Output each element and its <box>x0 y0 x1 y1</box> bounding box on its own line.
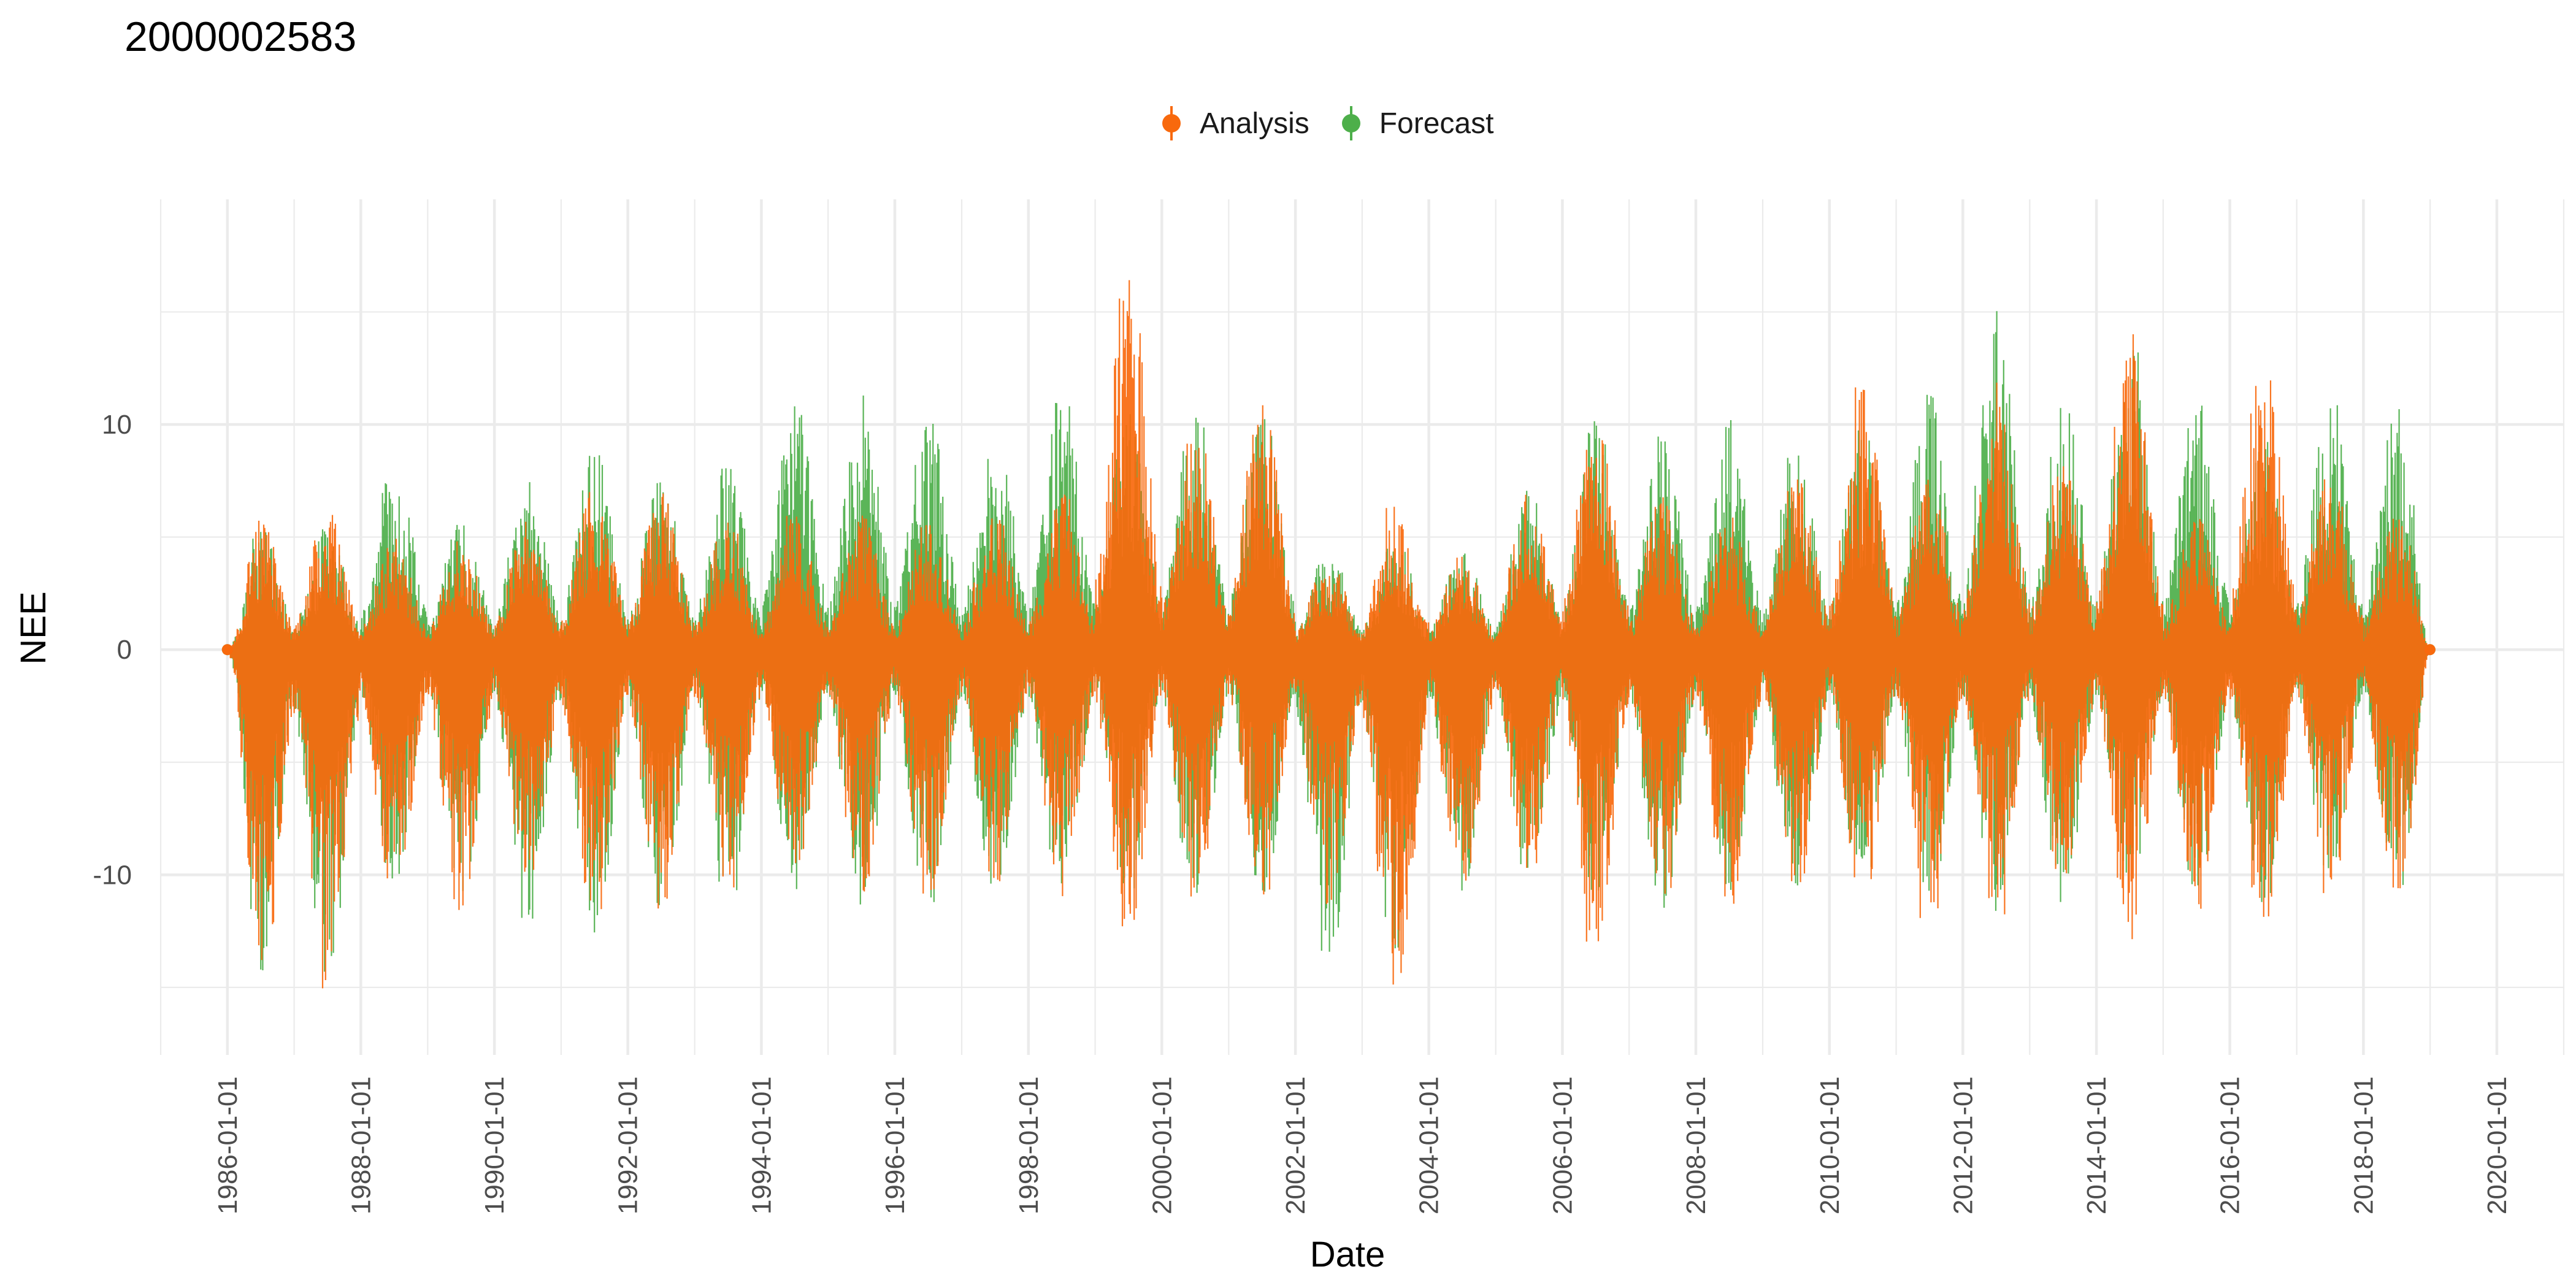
x-tick-label: 2012-01-01 <box>1948 1076 1978 1214</box>
legend-forecast-dot <box>1341 114 1360 132</box>
y-axis-title: NEE <box>13 591 53 664</box>
legend-item-forecast: Forecast <box>1339 101 1494 145</box>
x-tick-label: 1990-01-01 <box>480 1076 510 1214</box>
x-tick-label: 1992-01-01 <box>613 1076 643 1214</box>
y-tick-label: 0 <box>117 635 132 665</box>
x-tick-label: 2000-01-01 <box>1147 1076 1177 1214</box>
y-tick-label: 10 <box>102 410 132 440</box>
x-tick-label: 1988-01-01 <box>346 1076 376 1214</box>
x-tick-label: 1994-01-01 <box>746 1076 776 1214</box>
x-tick-label: 2002-01-01 <box>1281 1076 1311 1214</box>
x-tick-label: 2018-01-01 <box>2348 1076 2379 1214</box>
y-axis-ticks: -10 0 10 <box>93 410 132 890</box>
legend-key-analysis-icon <box>1159 101 1184 145</box>
x-tick-label: 2020-01-01 <box>2482 1076 2512 1214</box>
chart-title: 2000002583 <box>125 13 357 60</box>
series-analysis <box>221 280 2436 989</box>
legend-label-analysis: Analysis <box>1200 107 1309 140</box>
legend-item-analysis: Analysis <box>1159 101 1309 145</box>
x-tick-label: 2004-01-01 <box>1414 1076 1444 1214</box>
x-tick-label: 2010-01-01 <box>1815 1076 1845 1214</box>
x-tick-label: 2016-01-01 <box>2215 1076 2245 1214</box>
x-tick-label: 2014-01-01 <box>2082 1076 2112 1214</box>
x-tick-label: 1986-01-01 <box>213 1076 243 1214</box>
x-axis-title: Date <box>1310 1235 1386 1275</box>
x-tick-label: 1998-01-01 <box>1014 1076 1044 1214</box>
series-analysis-end-point <box>2424 644 2436 656</box>
legend-label-forecast: Forecast <box>1379 107 1494 140</box>
series-analysis-range <box>228 280 2431 989</box>
y-tick-label: -10 <box>93 860 132 890</box>
legend-key-forecast-icon <box>1339 101 1363 145</box>
series-analysis-start-point <box>221 644 233 656</box>
x-tick-label: 2006-01-01 <box>1547 1076 1577 1214</box>
x-axis-ticks: 1986-01-01 1988-01-01 1990-01-01 1992-01-01… <box>213 1076 2512 1214</box>
legend: Analysis Forecast <box>1159 101 1523 145</box>
legend-analysis-dot <box>1162 114 1181 132</box>
x-tick-label: 1996-01-01 <box>880 1076 910 1214</box>
x-tick-label: 2008-01-01 <box>1681 1076 1711 1214</box>
